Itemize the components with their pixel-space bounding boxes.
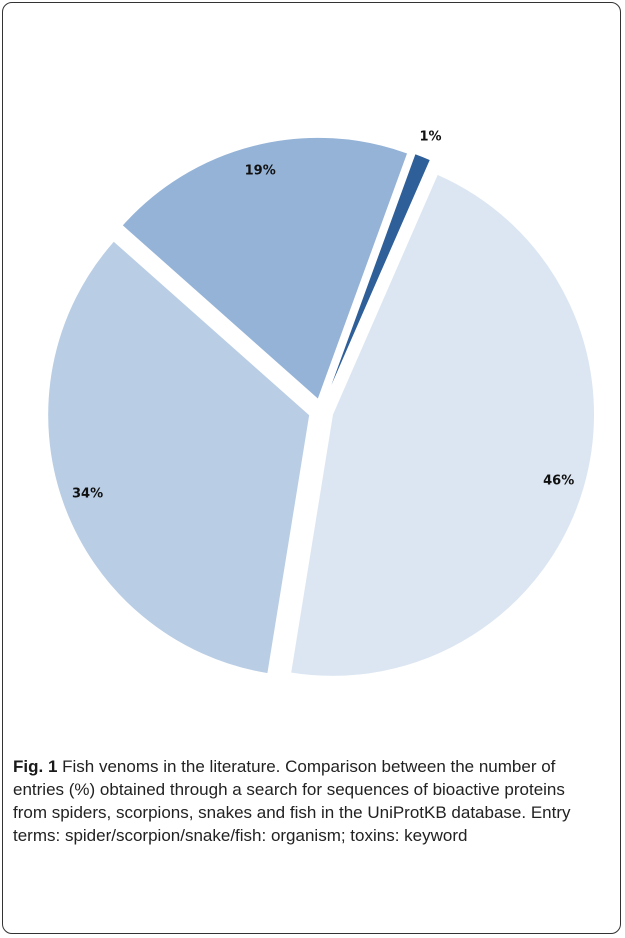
pie-slice: [290, 173, 596, 677]
slice-label: 1%: [419, 130, 441, 145]
caption-text: Fish venoms in the literature. Compariso…: [13, 757, 571, 845]
pie-slice: [324, 153, 432, 401]
slice-label: 19%: [245, 163, 276, 178]
pie-slice: [121, 136, 409, 401]
slice-label: 34%: [72, 487, 103, 502]
chart: 1% 46% 34% 19%: [47, 130, 596, 677]
caption-label: Fig. 1: [13, 757, 58, 776]
caption: Fig. 1 Fish venoms in the literature. Co…: [13, 755, 603, 847]
pie-slice: [47, 240, 311, 675]
slice-label: 46%: [543, 473, 574, 488]
